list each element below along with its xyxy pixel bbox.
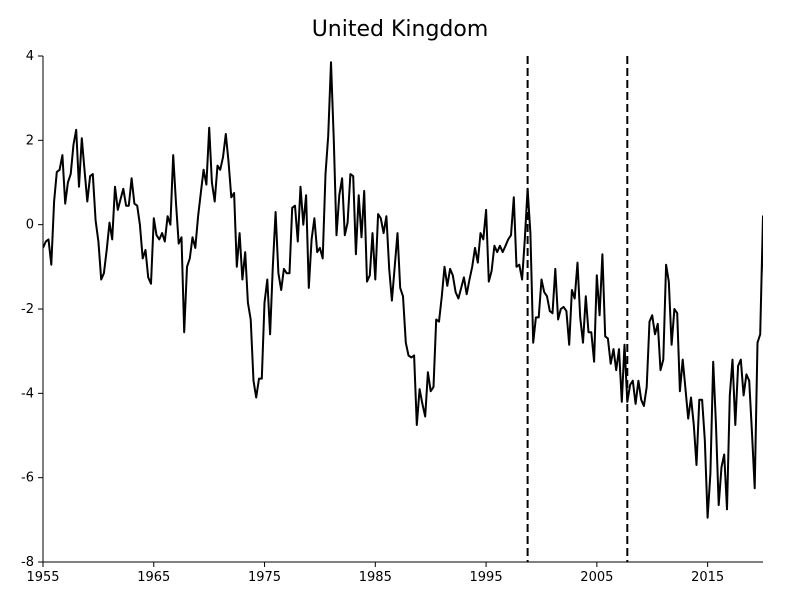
y-tick-label: 0 [26,218,34,233]
y-tick-label: -4 [21,386,34,401]
x-tick-label: 1985 [359,570,392,585]
chart-title: United Kingdom [312,17,489,42]
x-tick-label: 2015 [691,570,724,585]
x-tick-label: 1995 [470,570,503,585]
x-tick-label: 1975 [248,570,281,585]
y-tick-label: -2 [21,302,34,317]
y-tick-label: 4 [26,49,34,64]
plot-area [43,56,763,562]
x-tick-label: 1965 [137,570,170,585]
axes: 1955 1965 1975 1985 1995 2005 2015 4 2 0 -2 -4 -6 -8 [21,49,763,585]
y-axis-ticks: 4 2 0 -2 -4 -6 -8 [21,49,43,570]
x-tick-label: 2005 [580,570,613,585]
y-tick-label: -8 [21,555,34,570]
x-axis-ticks: 1955 1965 1975 1985 1995 2005 2015 [26,562,724,585]
y-tick-label: -6 [21,471,34,486]
x-tick-label: 1955 [26,570,59,585]
series-group [43,61,763,519]
series-line [43,61,763,519]
reference-lines [526,56,629,562]
y-tick-label: 2 [26,133,34,148]
